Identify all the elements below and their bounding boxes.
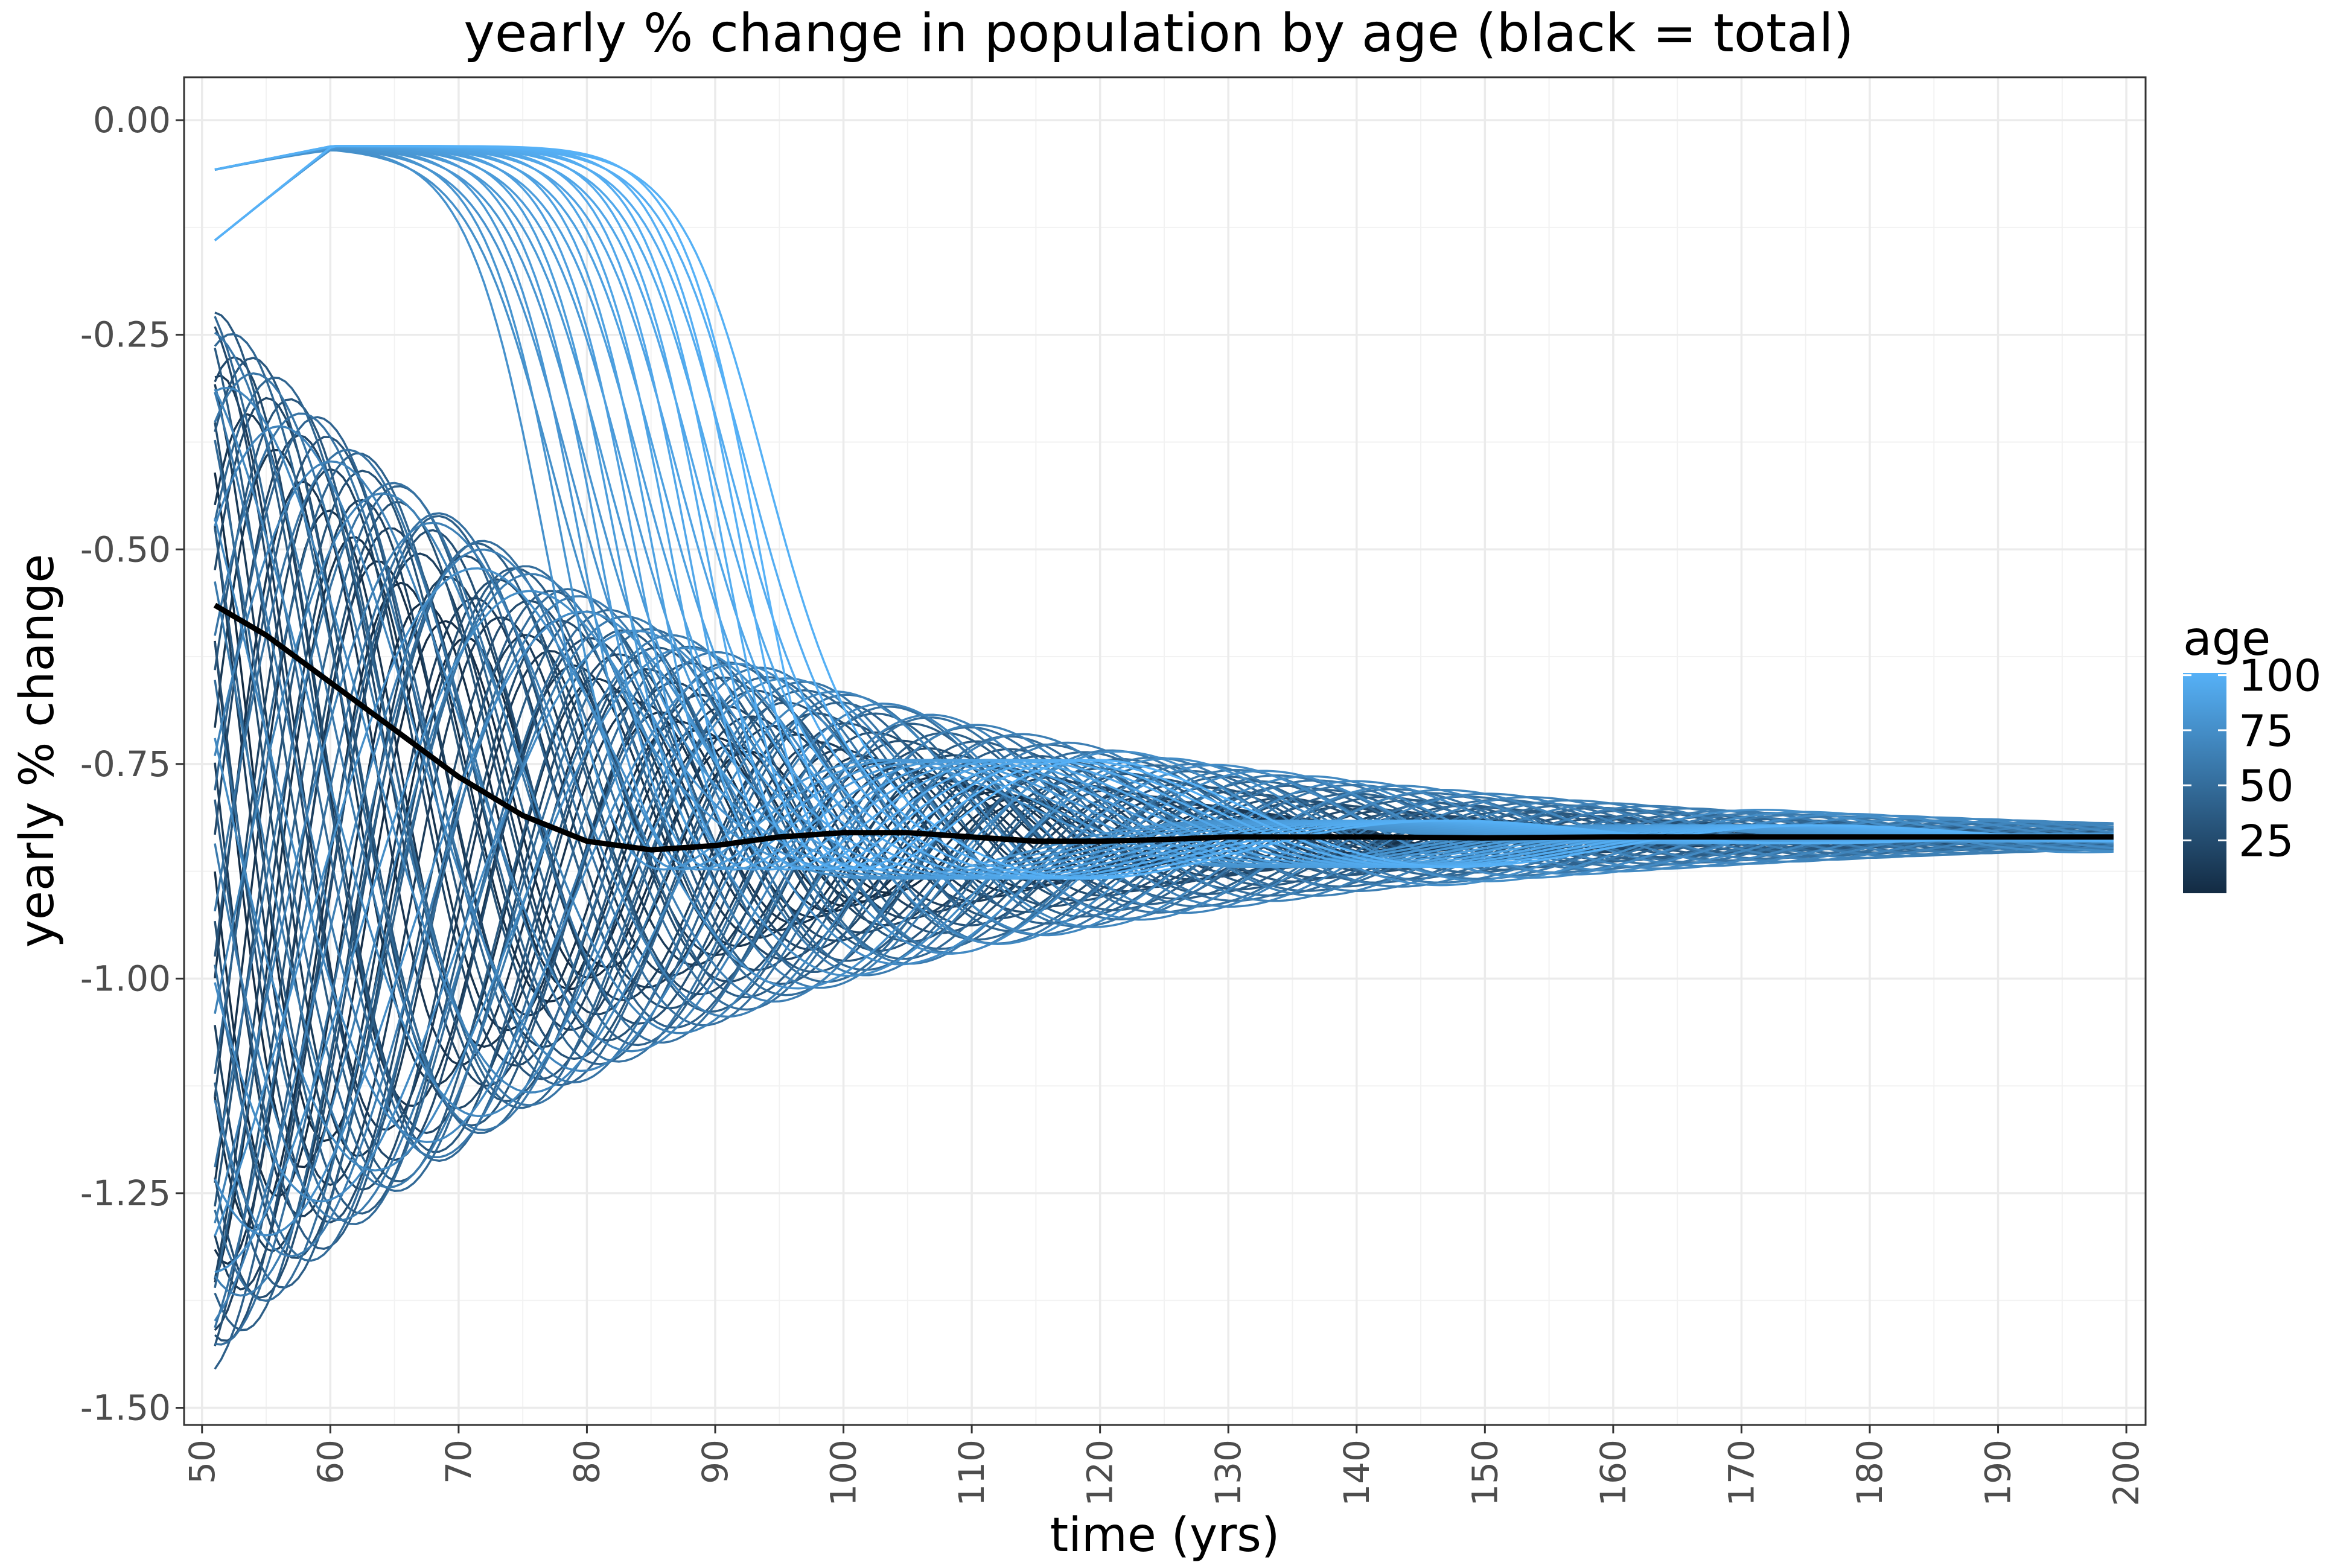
plot-panel <box>184 77 2146 1425</box>
x-tick-label: 100 <box>823 1439 864 1506</box>
x-tick-label: 50 <box>182 1439 223 1484</box>
y-tick-label: -1.00 <box>80 958 171 999</box>
age-series-line <box>214 389 2114 1118</box>
y-axis-title: yearly % change <box>10 554 65 948</box>
y-tick-label: -0.75 <box>80 744 171 785</box>
x-tick-label: 140 <box>1336 1439 1377 1506</box>
age-series-line <box>214 145 2114 871</box>
x-tick-label: 160 <box>1593 1439 1634 1506</box>
y-tick-label: -1.25 <box>80 1173 171 1214</box>
total-series <box>213 602 2114 853</box>
age-series-line <box>214 492 2114 1034</box>
age-series-line <box>214 145 2114 871</box>
y-tick-label: -0.25 <box>80 314 171 355</box>
age-series-line <box>214 518 2114 1143</box>
legend-break-label: 100 <box>2239 651 2321 701</box>
legend-break-label: 50 <box>2239 760 2294 811</box>
x-tick-label: 120 <box>1080 1439 1121 1506</box>
age-series-line <box>214 145 2114 880</box>
total-series-line <box>213 602 2114 853</box>
legend-title: age <box>2183 612 2271 666</box>
legend-colorbar <box>2183 673 2226 893</box>
x-tick-label: 90 <box>695 1439 736 1484</box>
age-series-line <box>214 386 2114 1094</box>
x-axis-title: time (yrs) <box>1050 1508 1280 1563</box>
legend-break-label: 25 <box>2239 815 2294 866</box>
age-series-line <box>214 610 2114 1237</box>
age-series-line <box>214 512 2114 1328</box>
y-tick-label: -1.50 <box>80 1388 171 1429</box>
age-series-line <box>214 145 2114 871</box>
x-tick-label: 70 <box>438 1439 479 1484</box>
chart-title: yearly % change in population by age (bl… <box>464 2 1853 64</box>
age-series-line <box>214 573 2114 1297</box>
age-series-line <box>214 460 2114 1053</box>
legend-break-label: 75 <box>2239 706 2294 756</box>
x-tick-label: 170 <box>1721 1439 1762 1506</box>
x-tick-label: 60 <box>310 1439 351 1484</box>
x-axis: 50 60 70 80 90 100 110 120 130 140 150 160 170 180 190… <box>182 1425 2147 1506</box>
minor-gridlines <box>184 77 2146 1425</box>
x-tick-label: 200 <box>2106 1439 2147 1506</box>
y-tick-label: -0.50 <box>80 529 171 570</box>
age-series-line <box>214 448 2114 1063</box>
x-tick-label: 150 <box>1464 1439 1505 1506</box>
y-axis: 0.00 -0.25 -0.50 -0.75 -1.00 -1.25 -1.50 <box>80 100 184 1429</box>
age-series-line <box>214 615 2114 1222</box>
age-series-line <box>214 567 2114 1237</box>
x-tick-label: 180 <box>1849 1439 1890 1506</box>
plot-border <box>183 76 2147 1426</box>
y-tick-label: 0.00 <box>93 100 171 141</box>
x-tick-label: 130 <box>1208 1439 1249 1506</box>
x-tick-label: 80 <box>566 1439 607 1484</box>
x-tick-label: 110 <box>951 1439 992 1506</box>
x-tick-label: 190 <box>1978 1439 2019 1506</box>
